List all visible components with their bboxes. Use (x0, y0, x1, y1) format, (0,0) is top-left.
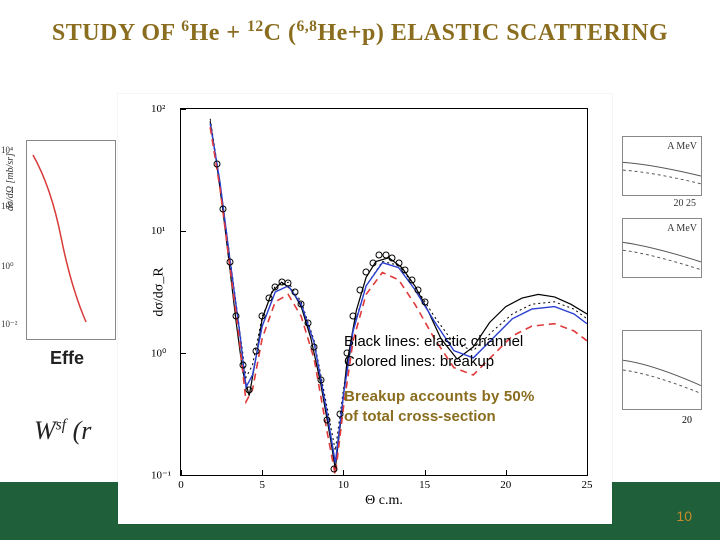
chart-xlabel: Θ c.m. (365, 493, 403, 509)
data-point (350, 313, 357, 320)
data-point (298, 301, 305, 308)
data-point (415, 286, 422, 293)
chart-ytick: 10² (151, 103, 165, 115)
data-point (233, 313, 240, 320)
legend-line-1: Black lines: elastic channel (344, 332, 592, 352)
legend-box: Black lines: elastic channel Colored lin… (344, 332, 592, 427)
slide-root: STUDY OF 6He + 12C (6,8He+p) ELASTIC SCA… (0, 0, 720, 540)
bg-left-ytick: 10⁻² (1, 319, 17, 330)
data-point (272, 284, 279, 291)
bg-right-panels: A MeV 20 25 A MeV (622, 136, 702, 286)
data-point (395, 259, 402, 266)
data-point (311, 343, 318, 350)
bg-left-ytick: 10² (1, 201, 13, 211)
chart-xtick: 15 (419, 479, 430, 491)
wsf-w: W (34, 416, 56, 445)
bg-left-ytick: 10⁴ (1, 145, 13, 155)
main-chart-card: dσ/dσ_R Θ c.m. 0 5 10 15 20 25 10⁻¹ 10⁰ 10¹ 10² (118, 94, 612, 524)
data-point (402, 267, 409, 274)
data-point (265, 295, 272, 302)
bg-wsf-text: Wsf (r (34, 416, 91, 446)
data-point (356, 286, 363, 293)
chart-xtick: 25 (582, 479, 593, 491)
data-point (304, 319, 311, 326)
bg-left-ytick: 10⁰ (1, 261, 14, 272)
bg-right-label: 20 (682, 415, 692, 426)
data-point (363, 269, 370, 276)
wsf-sup: sf (56, 416, 66, 433)
data-point (408, 276, 415, 283)
data-point (252, 347, 259, 354)
bg-left-axes: dσ/dΩ [mb/sr] 10⁴ 10² 10⁰ 10⁻² (26, 140, 116, 340)
bg-left-curve (31, 147, 111, 335)
data-point (220, 206, 227, 213)
chart-ytick: 10⁰ (151, 347, 166, 360)
data-point (330, 465, 337, 472)
chart-ylabel-text: dσ/dσ_R (152, 267, 167, 316)
wsf-tail: (r (66, 416, 91, 445)
data-point (285, 280, 292, 287)
data-point (291, 289, 298, 296)
chart-xtick: 20 (500, 479, 511, 491)
data-point (421, 298, 428, 305)
chart-ytick: 10¹ (151, 225, 165, 237)
chart-ylabel: dσ/dσ_R (152, 267, 168, 316)
chart-xtick: 0 (178, 479, 184, 491)
data-point (317, 376, 324, 383)
data-point (259, 313, 266, 320)
data-point (226, 258, 233, 265)
data-point (239, 362, 246, 369)
data-point (337, 411, 344, 418)
data-point (369, 259, 376, 266)
slide-title: STUDY OF 6He + 12C (6,8He+p) ELASTIC SCA… (0, 18, 720, 47)
data-point (213, 160, 220, 167)
legend-line-3: Breakup accounts by 50% (344, 387, 592, 407)
chart-xlabel-text: Θ c.m. (365, 493, 403, 508)
chart-xtick: 10 (338, 479, 349, 491)
chart-xtick: 5 (259, 479, 265, 491)
page-number: 10 (676, 508, 692, 524)
legend-line-2: Colored lines: breakup (344, 352, 592, 372)
bg-right-label: 20 25 (674, 198, 697, 209)
data-point (246, 386, 253, 393)
bg-effe-text: Effe (50, 348, 84, 369)
bg-right-panel-lower: 20 (622, 330, 702, 410)
data-point (324, 417, 331, 424)
title-text: STUDY OF 6He + 12C (6,8He+p) ELASTIC SCA… (52, 20, 668, 46)
legend-line-4: of total cross-section (344, 407, 592, 427)
chart-ytick: 10⁻¹ (151, 469, 171, 482)
